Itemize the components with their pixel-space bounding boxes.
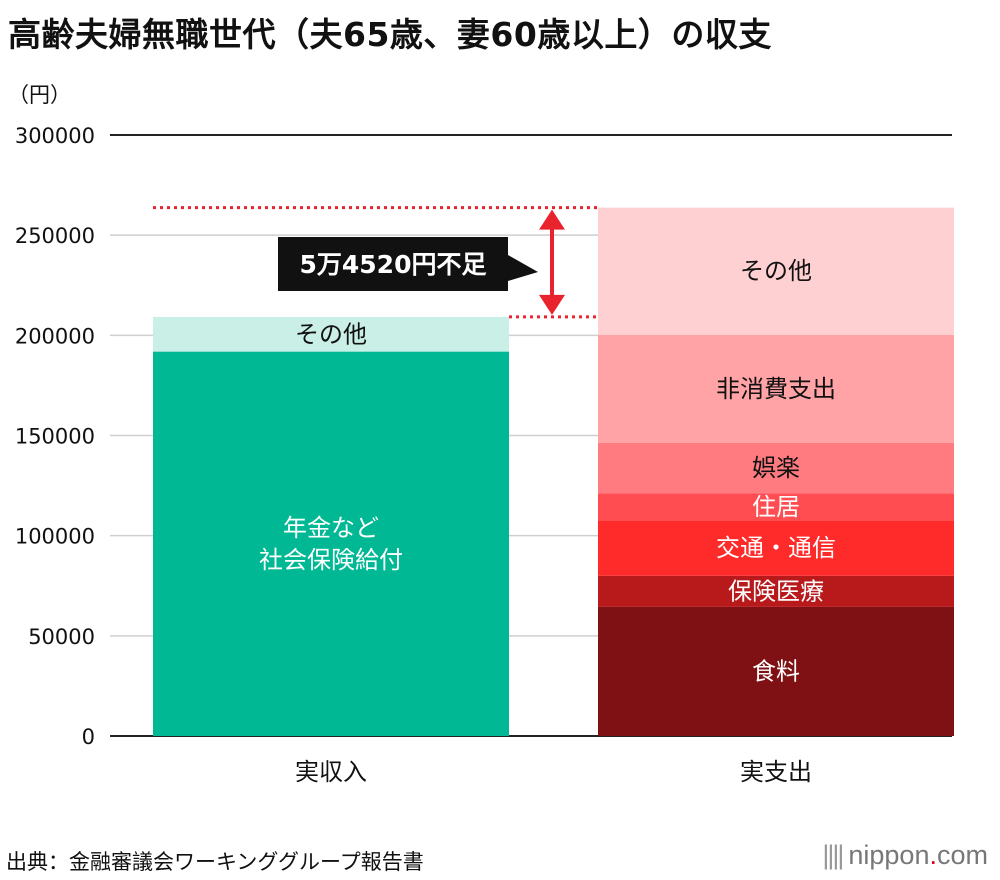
- bar-segment: [598, 493, 954, 521]
- segment-label: 保険医療: [728, 577, 824, 605]
- brand-dot: .: [929, 840, 937, 870]
- segment-label: 娯楽: [752, 454, 800, 482]
- deficit-arrow-head-up: [539, 209, 565, 230]
- deficit-callout-pointer: [508, 255, 538, 281]
- y-tick-label: 50000: [28, 625, 95, 649]
- bar-segment: [598, 520, 954, 576]
- x-category-label: 実支出: [740, 758, 812, 786]
- y-unit-label: （円）: [8, 83, 71, 107]
- y-tick-label: 200000: [15, 324, 95, 348]
- brand-name: nippon: [848, 840, 930, 870]
- segment-label: 年金など: [283, 514, 379, 542]
- segment-label: 食料: [752, 657, 800, 685]
- bar-segment: [598, 575, 954, 607]
- brand-bars: ||||: [822, 840, 844, 870]
- brand-logo: |||| nippon.com: [822, 840, 988, 871]
- bar-segment: [598, 207, 954, 335]
- y-tick-label: 250000: [15, 224, 95, 248]
- y-tick-label: 150000: [15, 425, 95, 449]
- y-tick-label: 300000: [15, 124, 95, 148]
- bar-segment: [598, 334, 954, 443]
- source-note: 出典：金融審議会ワーキンググループ報告書: [6, 850, 424, 874]
- y-tick-label: 0: [82, 725, 95, 749]
- x-category-label: 実収入: [295, 758, 367, 786]
- bar-segment: [153, 316, 509, 352]
- bar-segment: [598, 442, 954, 494]
- segment-label: 住居: [752, 493, 800, 521]
- bar-segment: [153, 351, 509, 736]
- segment-label: 非消費支出: [716, 375, 836, 403]
- segment-label: 交通・通信: [716, 534, 836, 562]
- segment-label: その他: [295, 320, 367, 348]
- brand-tld: com: [936, 840, 988, 870]
- deficit-callout-text: 5万4520円不足: [300, 250, 487, 279]
- segment-label: 社会保険給付: [259, 546, 403, 574]
- deficit-callout-box: [278, 237, 508, 291]
- deficit-arrow-head-down: [539, 294, 565, 315]
- y-tick-label: 100000: [15, 525, 95, 549]
- chart-title: 高齢夫婦無職世代（夫65歳、妻60歳以上）の収支: [8, 15, 772, 54]
- segment-label: その他: [740, 257, 812, 285]
- bar-segment: [598, 606, 954, 736]
